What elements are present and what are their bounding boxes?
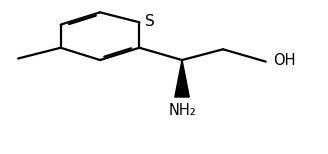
Polygon shape <box>175 60 189 97</box>
Text: S: S <box>145 14 155 29</box>
Text: OH: OH <box>273 53 296 68</box>
Text: NH₂: NH₂ <box>168 103 196 118</box>
